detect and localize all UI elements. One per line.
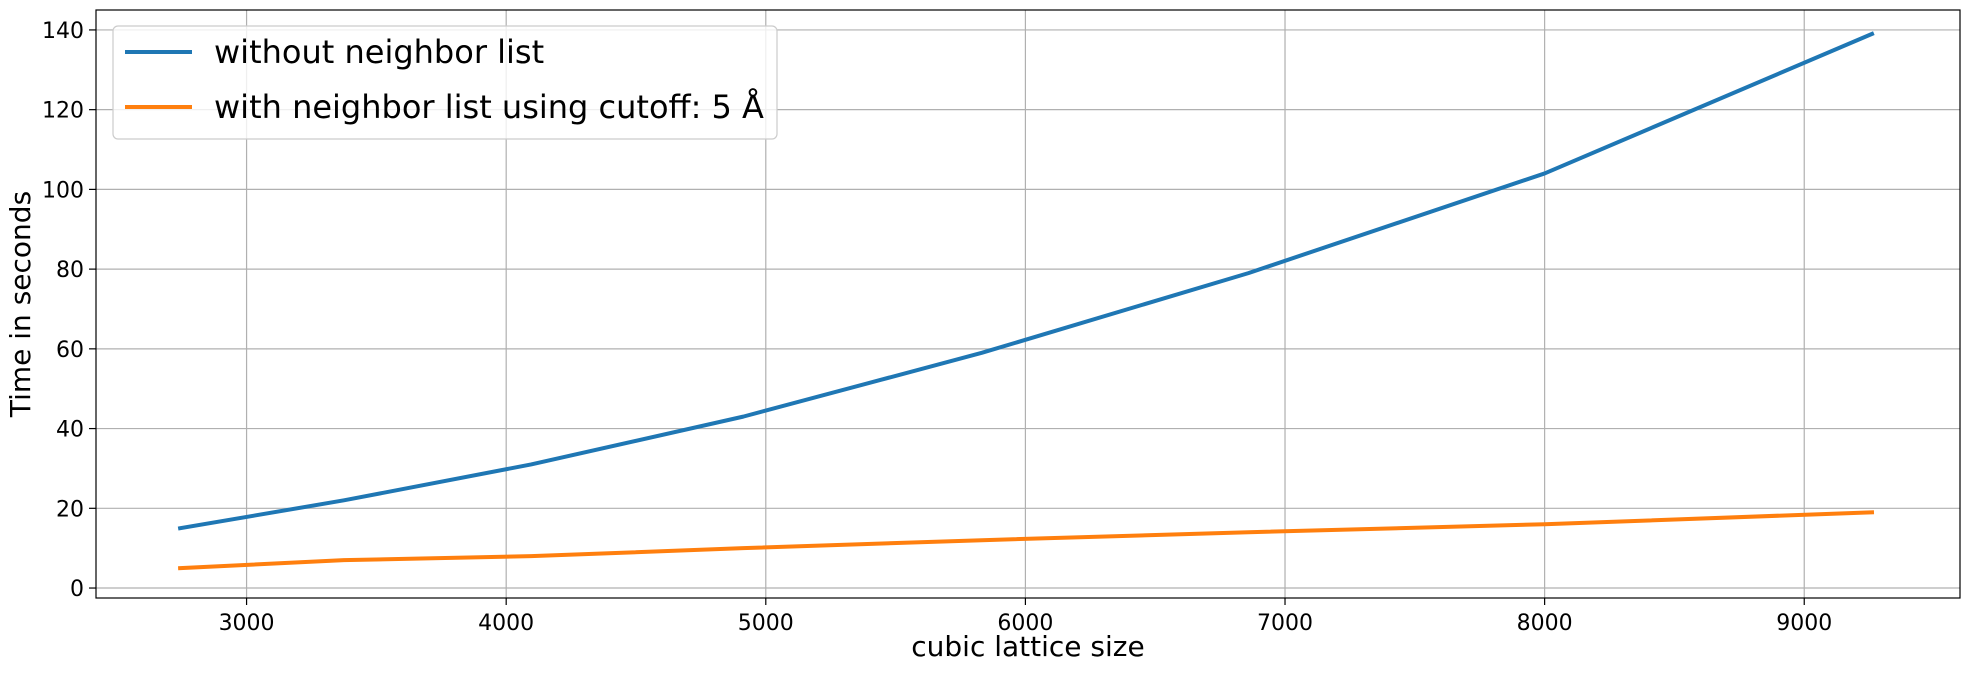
x-tick-label: 9000: [1776, 611, 1832, 636]
series-line-0: [177, 31, 1875, 531]
y-tick-label: 0: [70, 577, 84, 602]
ticks-layer: 3000 4000 5000 6000 7000 8000 9000 0 20 40 60 80 100…: [42, 19, 1832, 636]
x-tick-label: 6000: [997, 611, 1053, 636]
legend: without neighbor list with neighbor list…: [112, 25, 778, 140]
y-tick-label: 100: [42, 178, 84, 203]
y-tick-label: 120: [42, 99, 84, 124]
y-tick-label: 60: [56, 338, 84, 363]
y-tick-label: 40: [56, 418, 84, 443]
y-tick-label: 20: [56, 497, 84, 522]
x-axis-label: cubic lattice size: [911, 630, 1144, 663]
x-tick-label: 5000: [738, 611, 794, 636]
plot-frame: [95, 9, 1961, 599]
legend-label-without-neighbor-list: without neighbor list: [214, 33, 544, 71]
series-layer: [177, 31, 1875, 571]
legend-box: [112, 25, 778, 140]
x-tick-label: 8000: [1517, 611, 1573, 636]
y-axis-label: Time in seconds: [4, 191, 37, 418]
y-tick-label: 80: [56, 258, 84, 283]
x-tick-label: 3000: [219, 611, 275, 636]
y-tick-label: 140: [42, 19, 84, 44]
legend-label-with-neighbor-list: with neighbor list using cutoff: 5 Å: [214, 88, 764, 126]
series-line-1: [178, 510, 1875, 571]
x-tick-label: 7000: [1257, 611, 1313, 636]
x-tick-label: 4000: [478, 611, 534, 636]
